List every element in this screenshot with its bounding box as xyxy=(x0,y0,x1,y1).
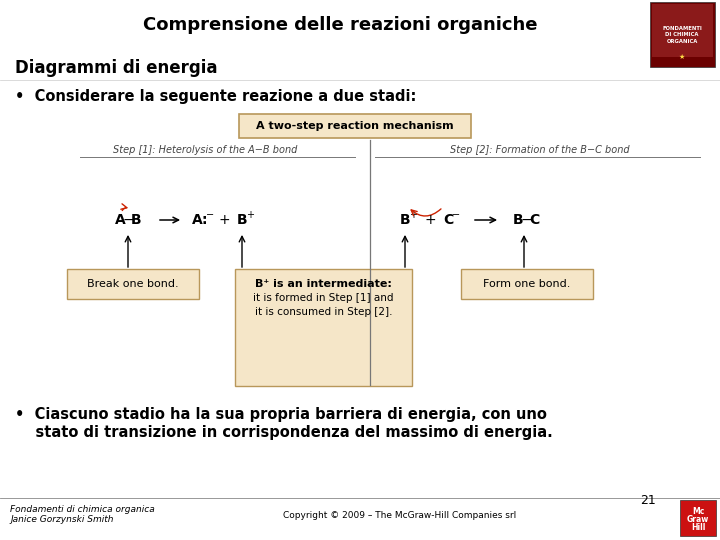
Text: it is consumed in Step [2].: it is consumed in Step [2]. xyxy=(255,307,392,317)
Text: Comprensione delle reazioni organiche: Comprensione delle reazioni organiche xyxy=(143,16,537,34)
Text: Fondamenti di chimica organica: Fondamenti di chimica organica xyxy=(10,504,155,514)
Text: C: C xyxy=(443,213,453,227)
Text: it is formed in Step [1] and: it is formed in Step [1] and xyxy=(253,293,394,303)
Text: Diagrammi di energia: Diagrammi di energia xyxy=(15,59,217,77)
FancyBboxPatch shape xyxy=(652,4,713,57)
Text: B⁺ is an intermediate:: B⁺ is an intermediate: xyxy=(255,279,392,289)
FancyBboxPatch shape xyxy=(461,269,593,299)
Text: •  Ciascuno stadio ha la sua propria barriera di energia, con uno: • Ciascuno stadio ha la sua propria barr… xyxy=(15,408,547,422)
Text: Hill: Hill xyxy=(690,523,705,532)
FancyBboxPatch shape xyxy=(235,269,412,386)
Text: −: − xyxy=(206,210,214,220)
Text: +: + xyxy=(424,213,436,227)
Text: Graw: Graw xyxy=(687,516,709,524)
Text: B: B xyxy=(400,213,410,227)
Text: B: B xyxy=(131,213,141,227)
Text: A:: A: xyxy=(192,213,208,227)
Text: +: + xyxy=(246,210,254,220)
Text: stato di transizione in corrispondenza del massimo di energia.: stato di transizione in corrispondenza d… xyxy=(15,426,553,441)
Text: Step [2]: Formation of the B−C bond: Step [2]: Formation of the B−C bond xyxy=(450,145,630,155)
Text: C: C xyxy=(529,213,539,227)
Text: −: − xyxy=(452,210,460,220)
Text: Step [1]: Heterolysis of the A−B bond: Step [1]: Heterolysis of the A−B bond xyxy=(113,145,297,155)
Text: Break one bond.: Break one bond. xyxy=(87,279,179,289)
Text: ★: ★ xyxy=(679,54,685,60)
FancyBboxPatch shape xyxy=(650,2,715,67)
Text: B: B xyxy=(237,213,247,227)
Text: Janice Gorzynski Smith: Janice Gorzynski Smith xyxy=(10,516,114,524)
Text: +: + xyxy=(218,213,230,227)
Text: 21: 21 xyxy=(640,494,656,507)
FancyBboxPatch shape xyxy=(680,500,716,536)
Text: Form one bond.: Form one bond. xyxy=(483,279,571,289)
FancyBboxPatch shape xyxy=(239,114,471,138)
Text: •  Considerare la seguente reazione a due stadi:: • Considerare la seguente reazione a due… xyxy=(15,90,416,105)
Text: A: A xyxy=(114,213,125,227)
Text: −: − xyxy=(122,213,134,227)
Text: A two-step reaction mechanism: A two-step reaction mechanism xyxy=(256,121,454,131)
Text: Copyright © 2009 – The McGraw-Hill Companies srl: Copyright © 2009 – The McGraw-Hill Compa… xyxy=(284,511,517,521)
Text: B: B xyxy=(513,213,523,227)
Text: FONDAMENTI
DI CHIMICA
ORGANICA: FONDAMENTI DI CHIMICA ORGANICA xyxy=(662,26,702,44)
FancyBboxPatch shape xyxy=(67,269,199,299)
Text: Mc: Mc xyxy=(692,508,704,516)
Text: −: − xyxy=(520,213,532,227)
Text: +: + xyxy=(409,210,417,220)
